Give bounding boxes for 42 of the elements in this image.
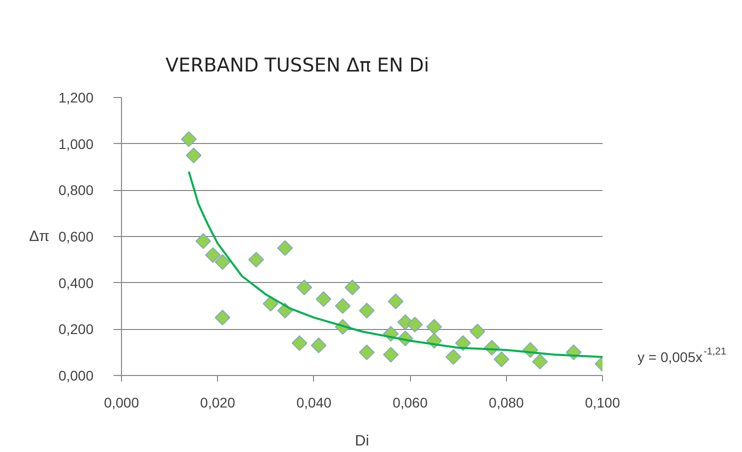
point [446,349,462,365]
x-tick-label: 0,040 [296,394,332,410]
y-tick-label: 0,800 [58,182,94,198]
x-tick-label: 0,020 [200,394,236,410]
point [316,291,332,307]
point [248,252,264,268]
point [214,310,230,326]
point [455,335,471,351]
x-tick-label: 0,100 [584,394,620,410]
point [383,346,399,362]
point [214,254,230,270]
point [205,247,221,263]
y-tick-label: 0,600 [58,228,94,244]
y-tick-label: 1,000 [58,136,94,152]
point [470,324,486,340]
point [292,335,308,351]
y-tick-label: 0,000 [58,368,94,384]
point [334,298,351,314]
y-tick-label: 0,400 [58,274,94,291]
point [407,316,423,332]
point [186,148,202,164]
point [532,354,548,370]
chart-title: VERBAND TUSSEN Δπ EN Di [166,54,430,76]
point [262,296,278,312]
x-tick-label: 0,000 [104,394,140,410]
point [426,319,442,335]
point [494,351,510,368]
point [310,338,327,354]
point [388,294,404,310]
y-axis-title: Δπ [29,228,50,245]
point [296,280,312,296]
x-tick-label: 0,060 [392,394,428,410]
point [181,131,197,148]
point [358,302,375,318]
x-axis-title: Di [354,432,370,450]
y-tick-label: 1,200 [58,90,94,106]
x-tick-label: 0,080 [488,394,524,410]
point [344,280,360,296]
point [277,240,293,256]
y-tick-label: 0,200 [58,321,94,338]
point [195,233,212,249]
point [358,344,375,360]
